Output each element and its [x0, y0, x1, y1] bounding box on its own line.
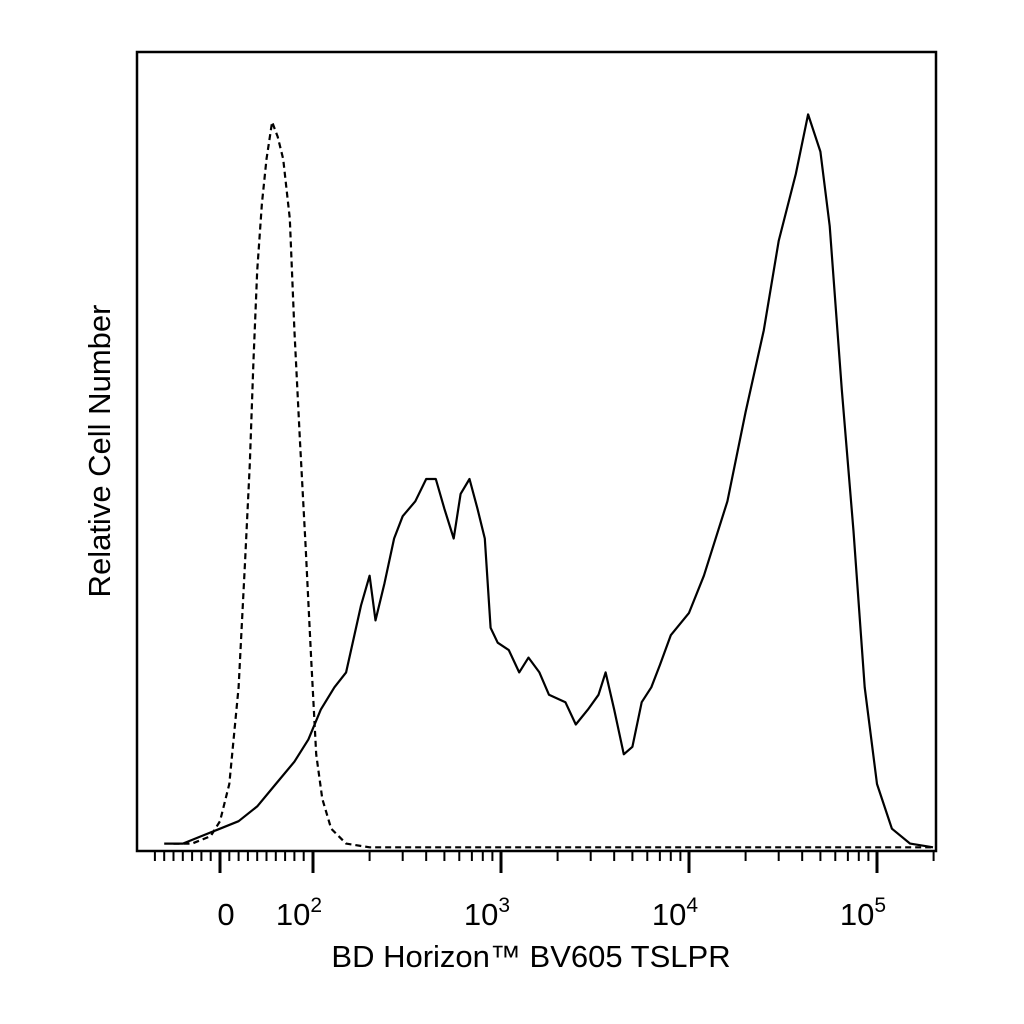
histogram-series: [164, 113, 934, 849]
x-tick-label: 102: [276, 894, 322, 932]
plot-frame: [135, 50, 938, 853]
control-histogram-line: [173, 120, 933, 849]
stained-histogram-line: [164, 113, 934, 849]
x-tick-label: 103: [464, 894, 510, 932]
y-axis-title: Relative Cell Number: [82, 305, 117, 598]
x-tick-label: 0: [217, 897, 234, 932]
x-axis-ticks: [153, 851, 935, 873]
x-axis-title: BD Horizon™ BV605 TSLPR: [331, 939, 730, 974]
x-axis-tick-labels: 0 102 103 104 105: [217, 894, 886, 932]
x-tick-label: 104: [652, 894, 698, 932]
x-tick-label: 105: [840, 894, 886, 932]
